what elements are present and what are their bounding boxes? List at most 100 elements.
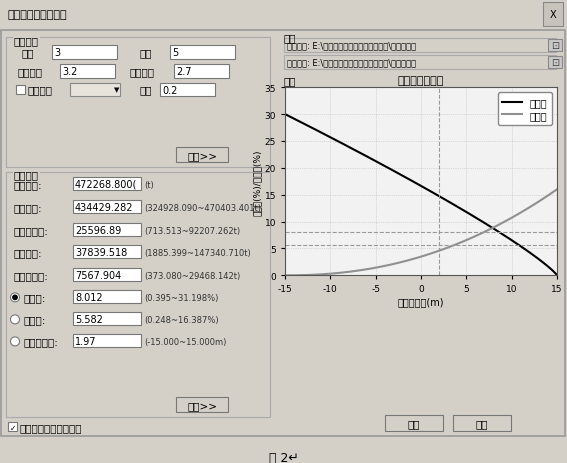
FancyBboxPatch shape	[73, 335, 141, 348]
Text: 后冲线位置:: 后冲线位置:	[23, 337, 58, 347]
贫化率	[443, 198, 450, 204]
贫化率	[429, 190, 435, 195]
贫化率	[411, 180, 417, 186]
FancyBboxPatch shape	[176, 148, 228, 163]
FancyBboxPatch shape	[548, 57, 562, 69]
Text: 损失矿量:: 损失矿量:	[14, 248, 43, 258]
Text: (0.248~16.387%): (0.248~16.387%)	[144, 315, 219, 324]
损失率	[547, 192, 554, 197]
Circle shape	[11, 337, 19, 346]
Circle shape	[13, 295, 17, 300]
损失率	[411, 257, 417, 262]
Text: 图 2↵: 图 2↵	[269, 450, 298, 463]
Text: (t): (t)	[144, 181, 154, 189]
FancyBboxPatch shape	[170, 46, 235, 60]
Text: 贫化率:: 贫化率:	[23, 315, 45, 325]
Text: 矿体模型: E:\【项目】露天矿爆破测试用例\开采水平矿: 矿体模型: E:\【项目】露天矿爆破测试用例\开采水平矿	[287, 42, 416, 50]
Line: 贫化率: 贫化率	[285, 115, 557, 276]
损失率	[412, 256, 419, 262]
Y-axis label: 损失率(%)/贫化率(%): 损失率(%)/贫化率(%)	[253, 149, 262, 215]
FancyBboxPatch shape	[73, 246, 141, 259]
X-axis label: 后冲线位置(m): 后冲线位置(m)	[397, 296, 445, 307]
Text: 确定: 确定	[408, 419, 420, 429]
Text: 472268.800(: 472268.800(	[75, 179, 137, 189]
FancyBboxPatch shape	[73, 291, 141, 304]
Legend: 贫化率, 损失率: 贫化率, 损失率	[498, 93, 552, 125]
Text: 7567.904: 7567.904	[75, 270, 121, 280]
损失率	[553, 187, 560, 193]
FancyBboxPatch shape	[284, 56, 556, 70]
FancyBboxPatch shape	[73, 224, 141, 237]
FancyBboxPatch shape	[6, 38, 270, 168]
Text: 采出矿量:: 采出矿量:	[14, 203, 43, 213]
Text: 计算>>: 计算>>	[187, 150, 217, 160]
贫化率	[547, 266, 554, 272]
损失率	[505, 218, 511, 223]
Text: ⊡: ⊡	[551, 41, 559, 51]
Text: X: X	[549, 10, 556, 20]
Text: ▼: ▼	[114, 87, 120, 93]
FancyBboxPatch shape	[70, 84, 120, 97]
Text: (-15.000~15.000m): (-15.000~15.000m)	[144, 337, 226, 346]
Text: (0.395~31.198%): (0.395~31.198%)	[144, 293, 218, 302]
Text: 2.7: 2.7	[176, 67, 192, 77]
Text: 5.582: 5.582	[75, 314, 103, 324]
Text: 块段模型: E:\【项目】露天矿爆破测试用例\品位控制块: 块段模型: E:\【项目】露天矿爆破测试用例\品位控制块	[287, 58, 416, 68]
Text: 动用矿量:: 动用矿量:	[14, 180, 43, 190]
FancyBboxPatch shape	[548, 40, 562, 52]
Text: 品位: 品位	[140, 85, 153, 95]
Text: 废石体重: 废石体重	[130, 67, 155, 77]
Text: 25596.89: 25596.89	[75, 225, 121, 235]
FancyBboxPatch shape	[385, 416, 443, 432]
FancyBboxPatch shape	[16, 86, 25, 95]
FancyBboxPatch shape	[73, 201, 141, 214]
FancyBboxPatch shape	[160, 84, 215, 97]
Text: 3: 3	[54, 48, 60, 58]
Text: 输出: 输出	[284, 76, 297, 86]
Text: 5: 5	[172, 48, 178, 58]
Text: 1.97: 1.97	[75, 336, 96, 346]
FancyBboxPatch shape	[174, 65, 229, 79]
Text: 步数: 步数	[140, 48, 153, 58]
贫化率	[282, 112, 289, 118]
贫化率	[412, 181, 419, 187]
FancyBboxPatch shape	[176, 398, 228, 413]
Text: 矿岩分界处边界控制: 矿岩分界处边界控制	[8, 10, 67, 20]
FancyBboxPatch shape	[8, 423, 17, 432]
FancyBboxPatch shape	[543, 3, 563, 27]
Text: ⊡: ⊡	[551, 58, 559, 68]
Text: 3.2: 3.2	[62, 67, 77, 77]
FancyBboxPatch shape	[6, 173, 270, 418]
Text: 混入废石量:: 混入废石量:	[14, 226, 49, 236]
Circle shape	[11, 293, 19, 302]
损失率	[429, 251, 435, 257]
Text: 查看>>: 查看>>	[187, 400, 217, 410]
Line: 损失率: 损失率	[285, 190, 557, 276]
FancyBboxPatch shape	[73, 313, 141, 325]
Text: 0.2: 0.2	[162, 86, 177, 95]
Text: (373.080~29468.142t): (373.080~29468.142t)	[144, 271, 240, 280]
Text: (324928.090~470403.401t): (324928.090~470403.401t)	[144, 203, 261, 213]
FancyBboxPatch shape	[73, 269, 141, 282]
Text: 金属元素: 金属元素	[27, 85, 52, 95]
损失率	[282, 273, 289, 279]
Title: 损失贫化曲线图: 损失贫化曲线图	[398, 76, 444, 86]
Text: 取消: 取消	[476, 419, 488, 429]
Text: 输出矿岩界线处剖面图: 输出矿岩界线处剖面图	[20, 423, 83, 432]
FancyBboxPatch shape	[52, 46, 117, 60]
FancyBboxPatch shape	[73, 178, 141, 191]
Text: 输入: 输入	[284, 33, 297, 43]
Text: (713.513~92207.262t): (713.513~92207.262t)	[144, 226, 240, 235]
Text: 损失金属量:: 损失金属量:	[14, 271, 49, 281]
Text: 矿石体重: 矿石体重	[18, 67, 43, 77]
Text: (1885.399~147340.710t): (1885.399~147340.710t)	[144, 248, 251, 257]
贫化率	[553, 273, 560, 279]
Text: 指标设置: 指标设置	[14, 170, 39, 180]
Text: ✓: ✓	[10, 423, 16, 432]
Text: 434429.282: 434429.282	[75, 202, 133, 213]
Text: 步距: 步距	[22, 48, 35, 58]
FancyBboxPatch shape	[284, 39, 556, 53]
FancyBboxPatch shape	[453, 416, 511, 432]
Text: 37839.518: 37839.518	[75, 247, 127, 257]
Text: 参数设置: 参数设置	[14, 36, 39, 46]
